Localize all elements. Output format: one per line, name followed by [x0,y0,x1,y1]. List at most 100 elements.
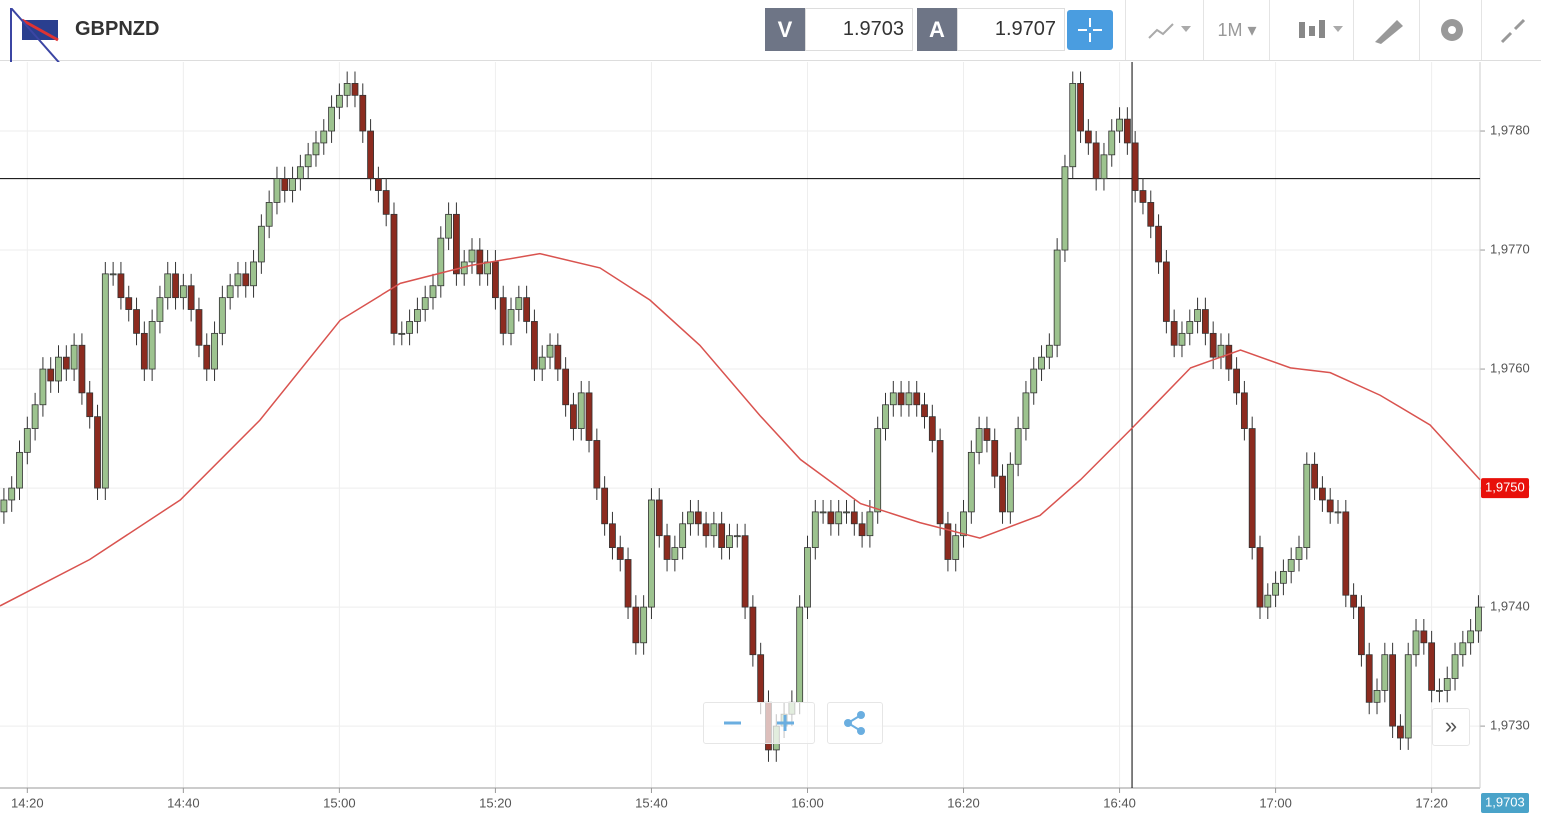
candle-body [819,511,827,514]
candle-body [944,523,952,560]
candle-body [492,261,499,299]
candle-body [1194,309,1201,322]
candle-body [39,368,47,406]
candle-body [960,511,967,537]
candle-body [585,392,593,441]
candle-body [31,404,39,429]
candle-body [1201,309,1209,334]
x-tick-label: 16:40 [1103,795,1136,810]
candle-body [843,511,850,514]
candle-body [648,499,655,608]
candle-body [601,487,609,525]
candle-body [655,499,663,537]
candle-body [1225,344,1233,370]
candle-body [702,523,710,537]
candle-body [413,309,421,322]
chart-type-button[interactable] [1125,0,1204,60]
candle-body [554,344,562,370]
candle-body [1186,321,1194,334]
draw-button[interactable] [1353,0,1420,60]
candle-body [687,511,694,525]
candle-body [94,416,101,489]
candle-body [8,487,16,501]
candle-body [359,94,367,132]
candle-body [1311,463,1319,489]
ask-value[interactable]: 1.9707 [957,8,1065,51]
candle-type-button[interactable] [1269,0,1354,60]
candle-body [453,213,460,275]
price-tag-label: 1,9703 [1485,794,1525,809]
candle-body [850,511,858,525]
candle-body [1233,368,1240,394]
candle-body [1303,463,1311,548]
candle-body [55,356,62,382]
candle-body [1459,642,1467,656]
candle-body [484,261,492,275]
scroll-right-button[interactable]: » [1432,708,1470,746]
y-tick-label: 1,9730 [1490,718,1530,733]
candle-body [1350,594,1358,608]
candle-body [1061,166,1069,251]
timeframe: 1M [1217,20,1243,40]
candle-body [312,142,320,156]
candle-body [593,440,601,489]
candle-body [952,535,960,560]
candle-body [1397,725,1404,739]
candle-body [390,213,398,334]
candle-body [257,225,265,263]
y-tick-label: 1,9740 [1490,599,1530,614]
settings-button[interactable] [1419,0,1482,60]
candle-body [125,297,133,310]
timeframe-button[interactable]: 1M ▾ [1203,0,1270,60]
candle-body [921,404,928,418]
candle-body [1404,654,1412,739]
candle-body [1381,654,1389,691]
candle-body [1022,392,1030,429]
candle-body [523,297,531,322]
candle-body [1053,249,1061,346]
candle-body [242,273,250,287]
candle-body [538,356,546,370]
y-tick-label: 1,9780 [1490,122,1530,137]
x-tick-label: 17:00 [1259,795,1292,810]
candle-body [140,332,148,370]
candle-body [1116,118,1123,132]
candle-body [1030,368,1038,394]
candle-body [1038,356,1045,370]
candle-body [335,94,343,108]
candle-body [858,523,866,537]
candle-body [265,202,273,227]
candle-body [1178,332,1186,346]
candle-body [1467,630,1475,644]
candle-body [663,535,671,560]
candle-body [975,428,983,453]
candle-body [632,606,640,644]
bid-label[interactable]: V [765,8,805,51]
candle-body [811,511,819,548]
candle-body [156,297,164,322]
zoom-controls [703,702,815,744]
candle-body [897,392,905,406]
candle-body [967,451,975,513]
candle-body [515,297,523,310]
x-tick-label: 15:40 [635,795,668,810]
crosshair-button[interactable] [1067,10,1113,50]
candle-body [1412,630,1420,656]
candle-body [889,392,897,406]
candle-body [476,249,484,275]
bid-value[interactable]: 1.9703 [805,8,913,51]
collapse-button[interactable] [1481,0,1541,60]
candle-body [1428,642,1436,691]
candle-body [1162,261,1170,322]
candle-body [1389,654,1397,727]
candle-body [148,321,156,370]
candle-body [1108,130,1116,156]
share-button[interactable] [827,702,883,744]
candle-body [250,261,257,287]
candle-body [117,273,125,299]
ask-label[interactable]: A [917,8,957,51]
candle-body [546,344,554,358]
candle-body [1334,511,1342,514]
candle-body [1358,606,1365,656]
